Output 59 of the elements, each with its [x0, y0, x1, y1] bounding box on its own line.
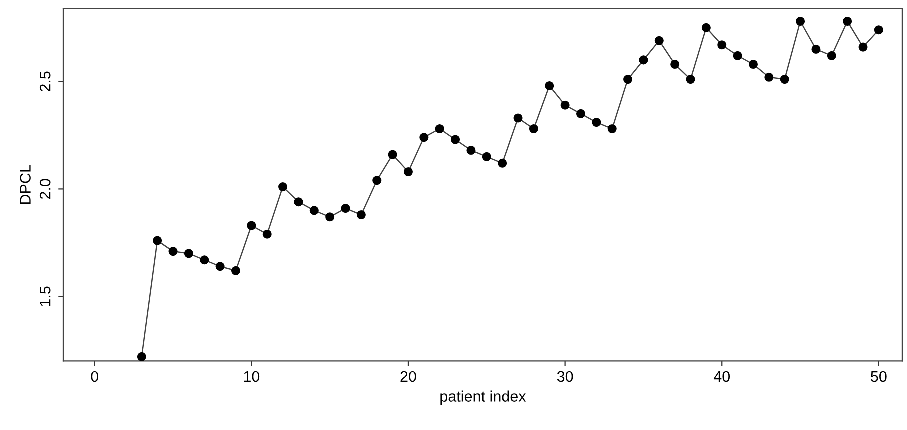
point — [702, 23, 711, 32]
point — [780, 75, 790, 84]
point — [451, 135, 460, 144]
x-tick-label: 0 — [91, 371, 99, 382]
point — [498, 158, 508, 168]
point — [356, 210, 366, 220]
point — [341, 204, 350, 214]
x-axis-title: patient index — [440, 390, 526, 405]
x-tick-label: 40 — [714, 371, 730, 382]
point — [733, 51, 742, 60]
point — [514, 114, 523, 123]
point — [247, 221, 256, 230]
point — [168, 247, 178, 256]
x-tick-label: 50 — [871, 371, 887, 382]
point — [372, 176, 382, 186]
point — [827, 51, 836, 60]
point — [624, 75, 633, 84]
point — [482, 152, 492, 162]
point — [200, 256, 210, 265]
x-tick-label: 10 — [244, 371, 260, 382]
point — [686, 75, 696, 84]
point — [529, 124, 538, 134]
y-tick-label: 1.5 — [40, 286, 51, 306]
point — [262, 230, 272, 239]
point — [435, 124, 444, 134]
point — [748, 60, 758, 70]
point — [608, 124, 617, 134]
point — [231, 266, 241, 276]
point — [466, 146, 476, 156]
point — [216, 262, 225, 272]
y-tick-label: 2.5 — [40, 72, 51, 92]
point — [718, 40, 727, 50]
point — [278, 182, 288, 192]
point — [420, 133, 429, 142]
point — [670, 60, 680, 70]
point — [310, 206, 319, 216]
point — [576, 109, 586, 118]
x-tick-label: 30 — [557, 371, 574, 382]
x-tick-label: 20 — [400, 371, 416, 382]
point — [654, 36, 664, 46]
point — [184, 249, 194, 258]
point — [153, 236, 162, 246]
point — [545, 81, 554, 91]
point — [796, 16, 806, 26]
point — [812, 44, 821, 54]
point — [592, 118, 602, 128]
point — [843, 16, 852, 26]
point — [560, 100, 570, 110]
point — [388, 150, 398, 160]
point — [858, 42, 868, 52]
point — [404, 167, 414, 177]
y-tick-label: 2.0 — [40, 179, 51, 200]
point — [764, 72, 774, 82]
y-axis-title: DPCL — [20, 165, 31, 204]
point — [294, 198, 304, 207]
point — [639, 56, 648, 65]
point — [137, 352, 146, 362]
point — [326, 212, 335, 222]
point — [874, 26, 884, 35]
